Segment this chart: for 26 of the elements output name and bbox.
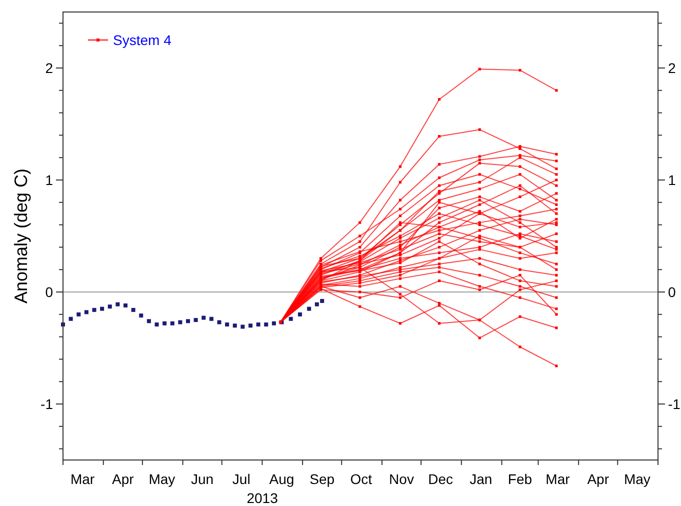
y2-tick-label: -1 — [668, 396, 681, 412]
y-tick-label: -1 — [40, 396, 54, 412]
y2-tick-label: 1 — [668, 172, 676, 188]
x-tick-label: Sep — [310, 471, 335, 487]
x-tick-label: Apr — [587, 471, 610, 487]
y-tick-label: 1 — [45, 172, 54, 188]
x-tick-label: Nov — [389, 471, 414, 487]
x-tick-label: Oct — [350, 471, 372, 487]
y2-tick-label: 0 — [668, 284, 676, 300]
x-tick-label: Mar — [546, 471, 570, 487]
y-tick-label: 2 — [45, 60, 54, 76]
x-tick-label: May — [148, 471, 176, 487]
x-axis-title: 2013 — [246, 490, 278, 506]
y-axis-title: Anomaly (deg C) — [11, 168, 31, 304]
y-tick-label: 0 — [45, 284, 54, 300]
x-tick-label: Dec — [428, 471, 454, 487]
legend-label: System 4 — [113, 32, 172, 48]
x-tick-label: Jul — [232, 471, 250, 487]
x-tick-label: Jun — [191, 471, 214, 487]
x-tick-label: May — [624, 471, 650, 487]
x-tick-label: Apr — [112, 471, 134, 487]
x-tick-label: Feb — [508, 471, 532, 487]
x-tick-label: Mar — [70, 471, 95, 487]
y2-tick-label: 2 — [668, 60, 676, 76]
x-tick-label: Aug — [269, 471, 294, 487]
x-tick-label: Jan — [470, 471, 492, 487]
